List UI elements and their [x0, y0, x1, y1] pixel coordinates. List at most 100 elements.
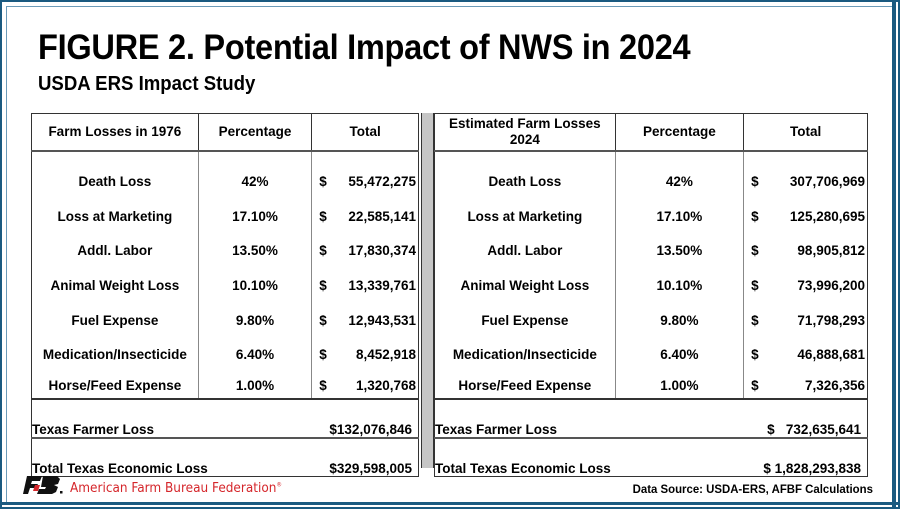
- loss-percentage: 10.10%: [614, 268, 745, 303]
- loss-total: $125,280,695: [744, 209, 867, 224]
- loss-total-cell: $55,472,275: [311, 151, 419, 199]
- texas-farmer-loss-row: Texas Farmer Loss $132,076,846: [30, 399, 419, 440]
- texas-farmer-loss-row: Texas Farmer Loss $ 732,635,641: [433, 399, 868, 440]
- loss-category: Fuel Expense: [434, 302, 616, 338]
- loss-total-cell: $1,320,768: [311, 372, 419, 401]
- total-amount: 17,830,374: [348, 243, 416, 259]
- loss-total: $307,706,969: [744, 174, 867, 189]
- currency-symbol: $: [751, 377, 759, 393]
- total-amount: 8,452,918: [355, 347, 416, 363]
- column-header-item: Farm Losses in 1976: [31, 113, 199, 152]
- column-header-percentage: Percentage: [197, 113, 313, 152]
- loss-total: $1,320,768: [312, 378, 418, 393]
- summary-label: Total Texas Economic Loss: [30, 438, 312, 478]
- table-row: Death Loss 42% $307,706,969: [434, 151, 868, 199]
- loss-percentage: 42%: [614, 151, 745, 199]
- currency-symbol: $: [751, 173, 759, 189]
- summary-value: $329,598,005: [311, 438, 419, 478]
- currency-symbol: $: [319, 277, 327, 293]
- total-amount: 13,339,761: [348, 277, 416, 293]
- loss-total: $17,830,374: [312, 243, 418, 258]
- loss-category: Loss at Marketing: [31, 198, 199, 234]
- loss-percentage: 13.50%: [614, 233, 745, 269]
- loss-total: $22,585,141: [312, 209, 418, 224]
- summary-label: Texas Farmer Loss: [433, 399, 744, 440]
- table-row: Horse/Feed Expense 1.00% $7,326,356: [434, 372, 868, 401]
- loss-percentage: 17.10%: [197, 198, 313, 234]
- loss-total-cell: $13,339,761: [311, 268, 419, 303]
- table-header-row: Farm Losses in 1976 Percentage Total: [31, 113, 419, 152]
- total-economic-loss-row: Total Texas Economic Loss $ 1,828,293,838: [433, 438, 868, 478]
- total-amount: 1,320,768: [355, 377, 416, 393]
- loss-total: $46,888,681: [744, 347, 867, 362]
- total-economic-loss-row: Total Texas Economic Loss $329,598,005: [30, 438, 419, 478]
- total-amount: 12,943,531: [348, 312, 416, 328]
- loss-percentage: 1.00%: [197, 372, 313, 401]
- currency-symbol: $: [319, 347, 327, 363]
- loss-total-cell: $22,585,141: [311, 198, 419, 234]
- table-row: Death Loss 42% $55,472,275: [31, 151, 419, 199]
- frame-right-edge: [892, 2, 896, 507]
- table-row: Loss at Marketing 17.10% $125,280,695: [434, 198, 868, 234]
- loss-total-cell: $98,905,812: [743, 233, 868, 269]
- loss-category: Animal Weight Loss: [31, 268, 199, 303]
- loss-category: Death Loss: [434, 151, 616, 199]
- column-header-percentage: Percentage: [614, 113, 745, 152]
- losses-1976-table: Farm Losses in 1976 Percentage Total Dea…: [30, 113, 419, 478]
- loss-percentage: 6.40%: [197, 337, 313, 373]
- loss-category: Medication/Insecticide: [31, 337, 199, 373]
- loss-category: Animal Weight Loss: [434, 268, 616, 303]
- total-amount: 307,706,969: [789, 173, 865, 189]
- figure-subtitle: USDA ERS Impact Study: [38, 73, 256, 95]
- table-row: Medication/Insecticide 6.40% $8,452,918: [31, 337, 419, 373]
- organization-name: American Farm Bureau Federation®: [70, 481, 282, 496]
- currency-symbol: $: [751, 277, 759, 293]
- currency-symbol: $: [751, 208, 759, 224]
- table-row: Animal Weight Loss 10.10% $13,339,761: [31, 268, 419, 303]
- currency-symbol: $: [319, 173, 327, 189]
- table-row: Loss at Marketing 17.10% $22,585,141: [31, 198, 419, 234]
- loss-percentage: 13.50%: [197, 233, 313, 269]
- loss-total: $73,996,200: [744, 278, 867, 293]
- table-row: Addl. Labor 13.50% $98,905,812: [434, 233, 868, 269]
- loss-total-cell: $307,706,969: [743, 151, 868, 199]
- registered-mark: ®: [276, 481, 282, 489]
- currency-symbol: $: [751, 347, 759, 363]
- currency-symbol: $: [751, 312, 759, 328]
- currency-symbol: $: [319, 208, 327, 224]
- loss-percentage: 17.10%: [614, 198, 745, 234]
- table-header-row: Estimated Farm Losses 2024 Percentage To…: [434, 113, 868, 152]
- table-row: Fuel Expense 9.80% $12,943,531: [31, 302, 419, 338]
- loss-category: Horse/Feed Expense: [31, 372, 199, 401]
- table-row: Medication/Insecticide 6.40% $46,888,681: [434, 337, 868, 373]
- loss-total-cell: $8,452,918: [311, 337, 419, 373]
- loss-percentage: 9.80%: [614, 302, 745, 338]
- total-amount: 71,798,293: [797, 312, 865, 328]
- column-header-total: Total: [743, 113, 868, 152]
- loss-percentage: 6.40%: [614, 337, 745, 373]
- loss-percentage: 42%: [197, 151, 313, 199]
- losses-2024-table: Estimated Farm Losses 2024 Percentage To…: [433, 113, 868, 478]
- currency-symbol: $: [319, 377, 327, 393]
- loss-category: Medication/Insecticide: [434, 337, 616, 373]
- total-amount: 22,585,141: [348, 208, 416, 224]
- figure-title: FIGURE 2. Potential Impact of NWS in 202…: [38, 28, 691, 67]
- loss-percentage: 10.10%: [197, 268, 313, 303]
- table-row: Horse/Feed Expense 1.00% $1,320,768: [31, 372, 419, 401]
- loss-total: $12,943,531: [312, 313, 418, 328]
- loss-percentage: 1.00%: [614, 372, 745, 401]
- loss-total-cell: $73,996,200: [743, 268, 868, 303]
- currency-symbol: $: [751, 243, 759, 259]
- loss-total-cell: $17,830,374: [311, 233, 419, 269]
- loss-category: Horse/Feed Expense: [434, 372, 616, 401]
- loss-total: $55,472,275: [312, 174, 418, 189]
- data-source-note: Data Source: USDA-ERS, AFBF Calculations: [632, 482, 873, 496]
- loss-category: Addl. Labor: [434, 233, 616, 269]
- loss-total: $7,326,356: [744, 378, 867, 393]
- afbf-logo-icon: [23, 476, 63, 499]
- summary-value: $ 1,828,293,838: [743, 438, 868, 478]
- loss-percentage: 9.80%: [197, 302, 313, 338]
- loss-category: Loss at Marketing: [434, 198, 616, 234]
- column-header-item: Estimated Farm Losses 2024: [434, 113, 616, 152]
- organization-label: American Farm Bureau Federation: [70, 481, 277, 496]
